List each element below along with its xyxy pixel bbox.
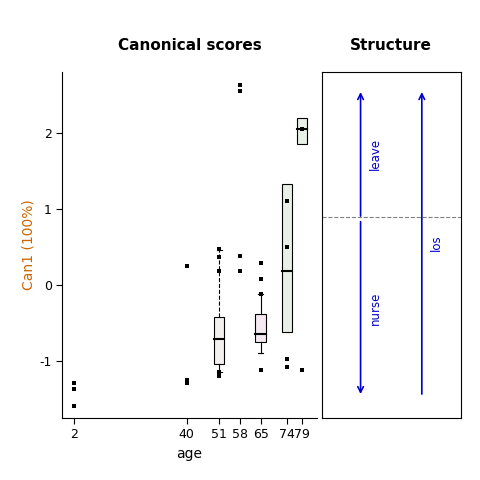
Text: Structure: Structure bbox=[350, 38, 432, 53]
Y-axis label: Can1 (100%): Can1 (100%) bbox=[22, 199, 36, 290]
Bar bbox=[297, 118, 307, 144]
Bar bbox=[255, 313, 266, 342]
Bar bbox=[282, 184, 292, 332]
Text: leave: leave bbox=[369, 138, 382, 170]
Text: los: los bbox=[430, 235, 443, 252]
Text: Canonical scores: Canonical scores bbox=[118, 38, 262, 53]
Bar bbox=[214, 317, 224, 364]
Text: nurse: nurse bbox=[369, 291, 382, 324]
X-axis label: age: age bbox=[177, 446, 203, 461]
